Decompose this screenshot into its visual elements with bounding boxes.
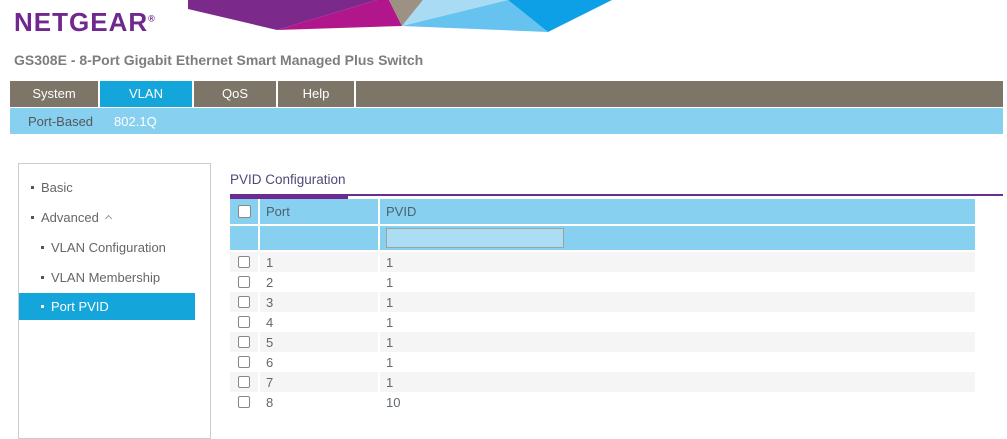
title-divider-accent (230, 194, 348, 199)
sidebar: Basic Advanced VLAN Configuration VLAN M… (18, 163, 211, 439)
filter-pvid-cell (380, 226, 975, 250)
pvid-cell: 10 (386, 394, 401, 410)
pvid-cell: 1 (386, 274, 394, 290)
sub-nav: Port-Based 802.1Q (10, 108, 1003, 134)
row-checkbox[interactable] (238, 356, 250, 368)
sidebar-item-port-pvid[interactable]: Port PVID (19, 293, 195, 320)
port-column-header: Port (260, 199, 380, 224)
row-checkbox-cell (230, 352, 260, 372)
pvid-cell: 1 (386, 374, 394, 390)
table-row-5: 5 1 (230, 332, 975, 352)
table-row-4: 4 1 (230, 312, 975, 332)
row-checkbox-cell (230, 332, 260, 352)
port-cell: 4 (260, 312, 380, 332)
sidebar-item-vlan-membership[interactable]: VLAN Membership (19, 262, 210, 292)
table-row-7: 7 1 (230, 372, 975, 392)
pvid-table: Port PVID 1 1 (230, 199, 975, 412)
table-body: 1 1 2 1 3 1 (230, 252, 975, 412)
row-checkbox-cell (230, 312, 260, 332)
sidebar-item-advanced[interactable]: Advanced (19, 202, 210, 232)
port-cell: 8 (260, 392, 380, 412)
table-header-row: Port PVID (230, 199, 975, 224)
table-row-1: 1 1 (230, 252, 975, 272)
select-all-cell (230, 199, 260, 224)
table-row-8: 8 10 (230, 392, 975, 412)
row-checkbox-cell (230, 292, 260, 312)
filter-check-cell (230, 226, 260, 250)
row-checkbox[interactable] (238, 336, 250, 348)
table-row-2: 2 1 (230, 272, 975, 292)
pvid-column-header: PVID (386, 204, 417, 219)
main-content: PVID Configuration Port PVID (230, 172, 1003, 412)
nav-tab-qos[interactable]: QoS (194, 81, 278, 107)
pvid-cell: 1 (386, 314, 394, 330)
bullet-icon (31, 185, 34, 189)
pvid-filter-input[interactable] (386, 228, 564, 248)
collapse-caret-icon (104, 214, 112, 222)
title-divider (230, 194, 1003, 199)
pvid-cell: 1 (386, 334, 394, 350)
port-cell: 5 (260, 332, 380, 352)
table-row-3: 3 1 (230, 292, 975, 312)
nav-tab-vlan[interactable]: VLAN (100, 81, 194, 107)
port-cell: 6 (260, 352, 380, 372)
port-cell: 7 (260, 372, 380, 392)
row-checkbox[interactable] (238, 396, 250, 408)
bullet-icon (41, 305, 44, 308)
row-checkbox[interactable] (238, 296, 250, 308)
row-checkbox[interactable] (238, 316, 250, 328)
sidebar-item-vlan-configuration[interactable]: VLAN Configuration (19, 232, 210, 262)
subnav-item-port-based[interactable]: Port-Based (28, 113, 94, 129)
sidebar-item-basic[interactable]: Basic (19, 172, 210, 202)
row-checkbox[interactable] (238, 376, 250, 388)
bullet-icon (41, 245, 44, 249)
row-checkbox[interactable] (238, 256, 250, 268)
pvid-cell: 1 (386, 294, 394, 310)
table-filter-row (230, 226, 975, 250)
decorative-banner-graphic (188, 0, 612, 32)
nav-tab-system[interactable]: System (10, 81, 100, 107)
row-checkbox-cell (230, 252, 260, 272)
pvid-cell: 1 (386, 254, 394, 270)
port-cell: 1 (260, 252, 380, 272)
table-row-6: 6 1 (230, 352, 975, 372)
port-cell: 2 (260, 272, 380, 292)
port-cell: 3 (260, 292, 380, 312)
row-checkbox-cell (230, 372, 260, 392)
bullet-icon (31, 215, 34, 219)
filter-port-cell (260, 226, 380, 250)
nav-tab-help[interactable]: Help (278, 81, 356, 107)
section-title: PVID Configuration (230, 172, 346, 187)
select-all-checkbox[interactable] (237, 205, 251, 218)
product-title: GS308E - 8-Port Gigabit Ethernet Smart M… (14, 52, 424, 68)
netgear-logo: NETGEAR® (14, 7, 155, 37)
registered-mark: ® (148, 13, 155, 24)
row-checkbox-cell (230, 392, 260, 412)
row-checkbox[interactable] (238, 276, 250, 288)
row-checkbox-cell (230, 272, 260, 292)
subnav-item-802-1q[interactable]: 802.1Q (114, 113, 157, 129)
pvid-cell: 1 (386, 354, 394, 370)
main-nav: System VLAN QoS Help (10, 81, 1003, 107)
bullet-icon (41, 275, 44, 279)
